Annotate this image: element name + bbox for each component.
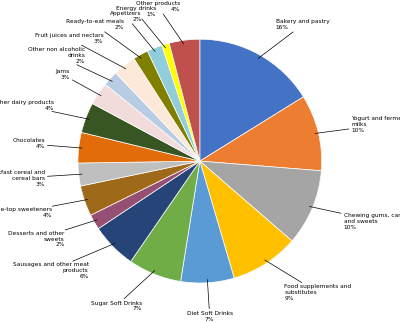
Wedge shape: [78, 161, 200, 186]
Text: Ready-to-eat meals
2%: Ready-to-eat meals 2%: [66, 19, 141, 58]
Wedge shape: [200, 161, 321, 241]
Text: Other non alcoholic
drinks
2%: Other non alcoholic drinks 2%: [28, 47, 112, 81]
Wedge shape: [148, 45, 200, 161]
Text: Sugar Soft Drinks
7%: Sugar Soft Drinks 7%: [91, 270, 155, 311]
Wedge shape: [200, 39, 304, 161]
Wedge shape: [200, 161, 292, 278]
Wedge shape: [116, 58, 200, 161]
Text: Bakery and pastry
16%: Bakery and pastry 16%: [258, 19, 330, 58]
Text: Fruit juices and nectars
3%: Fruit juices and nectars 3%: [35, 33, 126, 69]
Wedge shape: [105, 73, 200, 161]
Wedge shape: [169, 39, 200, 161]
Text: Other products
4%: Other products 4%: [136, 1, 184, 44]
Wedge shape: [200, 97, 322, 171]
Wedge shape: [78, 132, 200, 163]
Wedge shape: [91, 161, 200, 229]
Wedge shape: [162, 43, 200, 161]
Text: Energy drinks
1%: Energy drinks 1%: [116, 6, 166, 48]
Wedge shape: [98, 161, 200, 262]
Text: Table-top sweeteners
4%: Table-top sweeteners 4%: [0, 200, 88, 218]
Wedge shape: [81, 104, 200, 161]
Wedge shape: [92, 84, 200, 161]
Text: Diet Soft Drinks
7%: Diet Soft Drinks 7%: [187, 279, 233, 322]
Text: Jams
3%: Jams 3%: [56, 69, 101, 96]
Text: Breakfast cereal and
cereal bars
3%: Breakfast cereal and cereal bars 3%: [0, 170, 82, 187]
Text: Appetizers
2%: Appetizers 2%: [110, 11, 155, 51]
Wedge shape: [134, 51, 200, 161]
Wedge shape: [180, 161, 234, 283]
Text: Desserts and other
sweets
2%: Desserts and other sweets 2%: [8, 220, 97, 247]
Text: Yogurt and fermented
milks
10%: Yogurt and fermented milks 10%: [315, 116, 400, 133]
Text: Other dairy products
4%: Other dairy products 4%: [0, 100, 89, 119]
Wedge shape: [80, 161, 200, 215]
Text: Sausages and other meat
products
6%: Sausages and other meat products 6%: [12, 244, 115, 279]
Wedge shape: [131, 161, 200, 281]
Text: Food supplements and
substitutes
9%: Food supplements and substitutes 9%: [265, 260, 351, 301]
Text: Chewing gums, candies
and sweets
10%: Chewing gums, candies and sweets 10%: [309, 206, 400, 230]
Text: Chocolates
4%: Chocolates 4%: [12, 139, 82, 149]
